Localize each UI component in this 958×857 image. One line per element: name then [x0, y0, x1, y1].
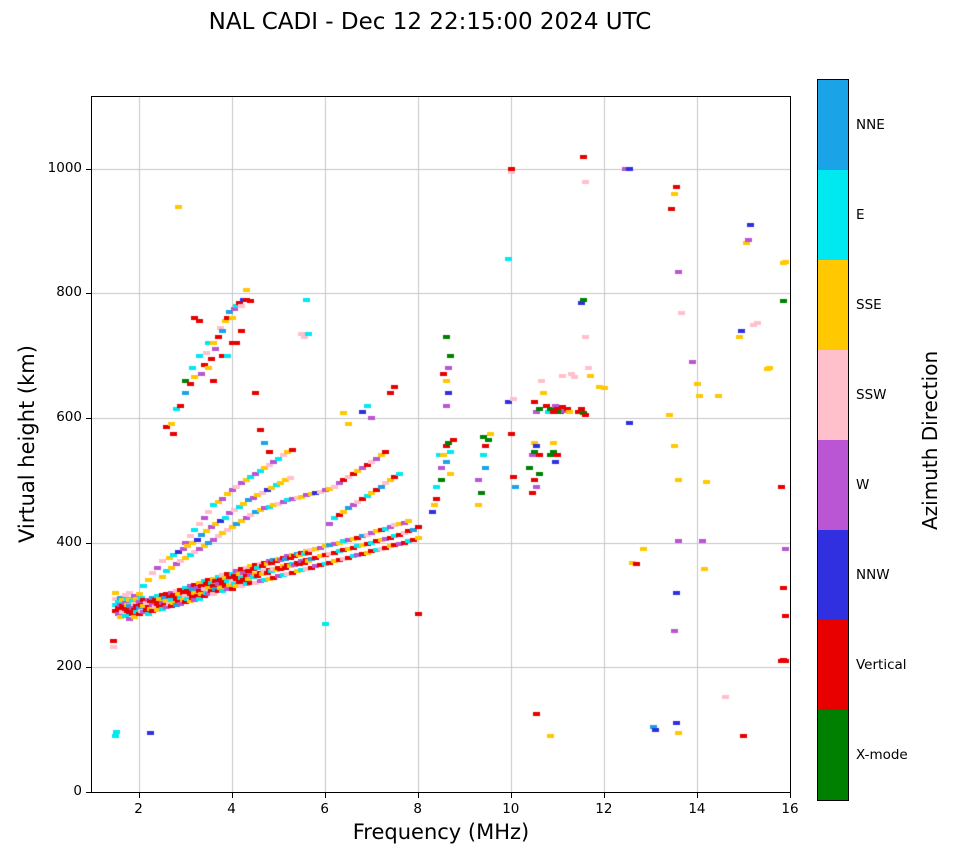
colorbar-label: E — [856, 207, 865, 223]
y-axis-label: Virtual height (km) — [15, 345, 39, 544]
scatter-canvas — [92, 97, 790, 792]
x-tick-label: 2 — [134, 801, 143, 817]
y-tick-label: 800 — [56, 284, 82, 301]
x-tick-mark — [324, 793, 326, 798]
x-tick-label: 6 — [320, 801, 329, 817]
colorbar-label: NNW — [856, 567, 890, 583]
y-tick-label: 400 — [56, 533, 82, 550]
y-tick-label: 1000 — [47, 159, 82, 176]
y-tick-mark — [86, 667, 91, 669]
plot-area — [91, 96, 791, 793]
colorbar-title: Azimuth Direction — [918, 350, 942, 530]
colorbar-label: SSW — [856, 387, 887, 403]
x-axis-label: Frequency (MHz) — [352, 820, 530, 844]
x-tick-label: 10 — [502, 801, 520, 817]
x-tick-mark — [510, 793, 512, 798]
colorbar-segment-x-mode — [818, 710, 848, 800]
colorbar-segment-vertical — [818, 620, 848, 710]
x-tick-label: 16 — [781, 801, 799, 817]
y-tick-label: 0 — [73, 783, 82, 799]
y-tick-label: 600 — [56, 409, 82, 425]
y-tick-mark — [86, 418, 91, 419]
x-tick-mark — [231, 793, 233, 798]
x-tick-label: 14 — [688, 801, 706, 817]
colorbar-label: W — [856, 477, 870, 493]
colorbar-label: Vertical — [856, 657, 907, 673]
colorbar-label: NNE — [856, 117, 885, 133]
colorbar-segment-w — [818, 440, 848, 530]
x-tick-mark — [603, 793, 605, 798]
y-tick-mark — [86, 542, 91, 544]
chart-title: NAL CADI - Dec 12 22:15:00 2024 UTC — [208, 9, 652, 35]
x-tick-label: 8 — [413, 801, 423, 817]
colorbar-segment-ssw — [818, 350, 848, 440]
y-tick-label: 200 — [56, 658, 82, 675]
x-tick-mark — [138, 793, 140, 798]
colorbar-segment-nnw — [818, 530, 848, 620]
y-tick-mark — [86, 293, 91, 295]
colorbar-segment-nne — [818, 80, 848, 170]
colorbar-segment-sse — [818, 260, 848, 350]
y-tick-mark — [86, 792, 91, 793]
colorbar-label: X-mode — [856, 747, 908, 763]
colorbar-label: SSE — [856, 297, 882, 313]
x-tick-mark — [417, 793, 419, 798]
y-tick-mark — [86, 168, 91, 170]
x-tick-mark — [696, 793, 698, 798]
x-tick-mark — [790, 793, 791, 798]
x-tick-label: 4 — [227, 801, 236, 817]
colorbar-segment-e — [818, 170, 848, 260]
x-tick-label: 12 — [595, 801, 613, 817]
colorbar — [817, 79, 849, 801]
